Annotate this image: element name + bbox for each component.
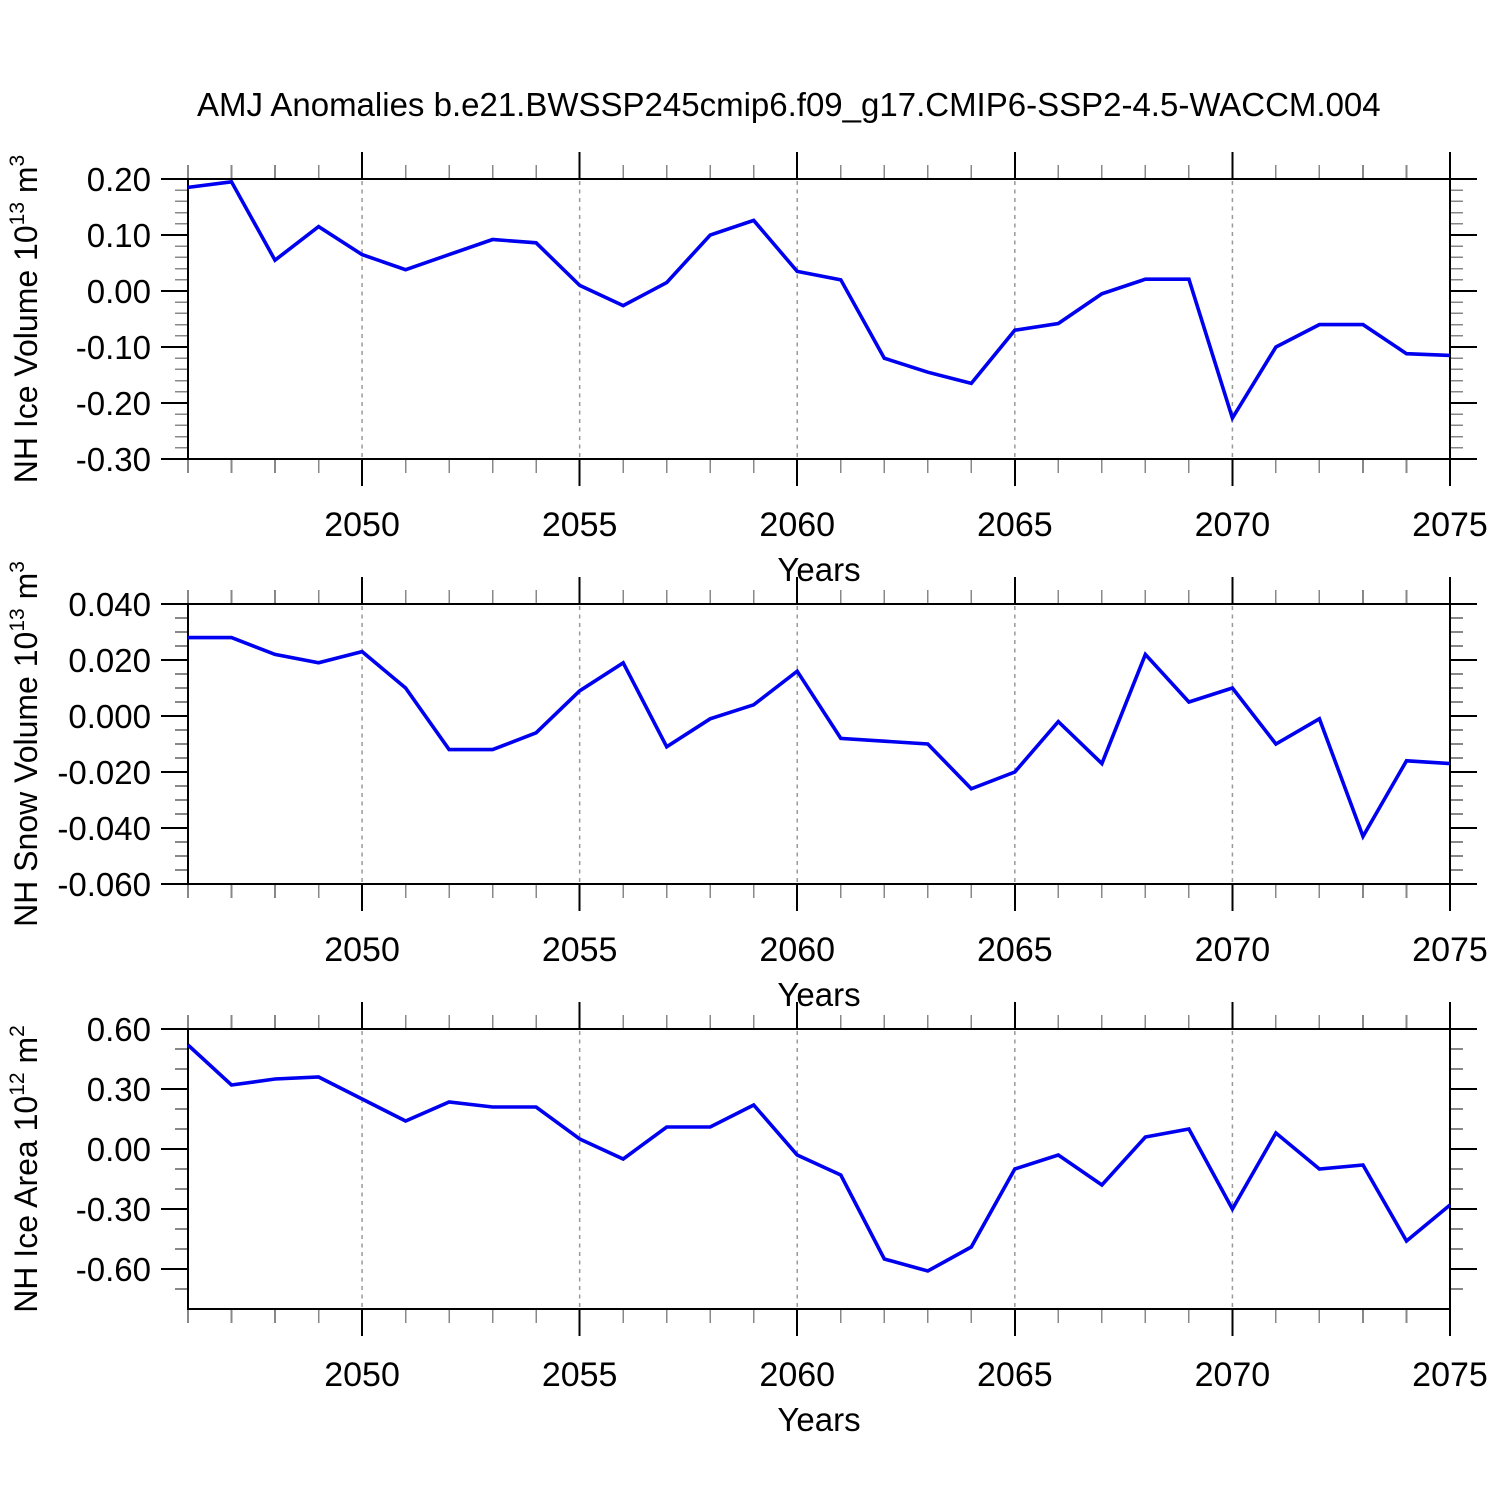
y-tick-label: -0.020 [57, 754, 151, 791]
x-axis-title: Years [777, 1401, 860, 1438]
panel-frame [187, 603, 1451, 885]
x-tick-label: 2055 [542, 506, 618, 544]
y-axis-title: NH Snow Volume 1013 m3 [6, 561, 44, 927]
x-tick-label: 2060 [759, 1356, 835, 1394]
data-line-nh-snow-volume [188, 635, 1451, 841]
panel-nh-snow-volume: 0.040 0.020 0.000 -0.020 -0.040 -0.060 2050 205… [6, 561, 1488, 1013]
x-tick-label: 2055 [542, 1356, 618, 1394]
x-tick-label: 2070 [1195, 1356, 1271, 1394]
y-tick-label: -0.040 [57, 810, 151, 847]
x-tick-label: 2065 [977, 1356, 1053, 1394]
x-tick-label: 2060 [759, 931, 835, 969]
y-axis-title: NH Ice Volume 1013 m3 [6, 155, 44, 484]
data-line-nh-ice-volume [187, 179, 1451, 423]
x-tick-label: 2050 [324, 931, 400, 969]
x-tick-label: 2065 [977, 506, 1053, 544]
x-tick-label: 2075 [1412, 931, 1488, 969]
y-tick-label: 0.30 [87, 1071, 151, 1108]
x-axis-title: Years [777, 976, 860, 1013]
y-tick-label: 0.00 [87, 1131, 151, 1168]
panel-nh-ice-area: 0.60 0.30 0.00 -0.30 -0.60 2050 2055 2060 2065 20… [6, 1002, 1488, 1438]
y-tick-label: 0.60 [87, 1011, 151, 1048]
x-tick-label: 2050 [324, 1356, 400, 1394]
y-tick-label: 0.020 [68, 642, 151, 679]
y-tick-label: -0.30 [76, 1191, 151, 1228]
x-tick-label: 2065 [977, 931, 1053, 969]
y-tick-label: 0.00 [87, 273, 151, 310]
y-axis-title: NH Ice Area 1012 m2 [6, 1025, 44, 1313]
y-tick-label: -0.060 [57, 866, 151, 903]
panel-frame [187, 178, 1451, 460]
chart-title: AMJ Anomalies b.e21.BWSSP245cmip6.f09_g1… [197, 86, 1381, 123]
y-tick-label: -0.30 [76, 441, 151, 478]
x-axis-title: Years [777, 551, 860, 588]
panel-frame [187, 1028, 1451, 1310]
x-tick-label: 2070 [1195, 506, 1271, 544]
y-tick-label: 0.20 [87, 161, 151, 198]
y-tick-label: 0.040 [68, 586, 151, 623]
y-tick-label: -0.20 [76, 385, 151, 422]
y-tick-label: 0.000 [68, 698, 151, 735]
y-tick-label: -0.60 [76, 1251, 151, 1288]
y-tick-label: -0.10 [76, 329, 151, 366]
x-tick-label: 2060 [759, 506, 835, 544]
data-line-nh-ice-area [186, 1043, 1452, 1273]
x-tick-label: 2075 [1412, 506, 1488, 544]
x-tick-label: 2070 [1195, 931, 1271, 969]
y-tick-label: 0.10 [87, 217, 151, 254]
x-tick-label: 2075 [1412, 1356, 1488, 1394]
panel-nh-ice-volume: 0.20 0.10 0.00 -0.10 -0.20 -0.30 2050 2055 2060 2… [6, 152, 1488, 588]
x-tick-label: 2050 [324, 506, 400, 544]
x-tick-label: 2055 [542, 931, 618, 969]
